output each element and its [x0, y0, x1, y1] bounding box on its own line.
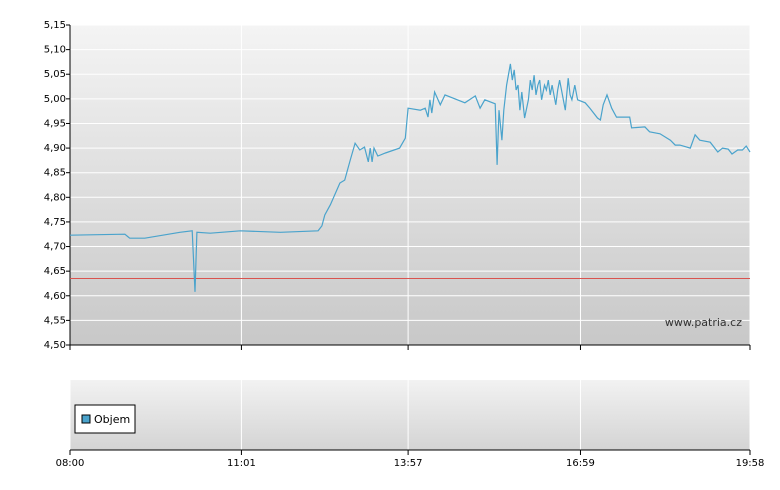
- y-tick-label: 5,15: [44, 20, 66, 31]
- y-tick-label: 4,75: [44, 217, 66, 228]
- watermark: www.patria.cz: [665, 316, 742, 329]
- x-tick-label: 11:01: [227, 458, 256, 469]
- y-tick-label: 4,55: [44, 315, 66, 326]
- y-tick-label: 5,05: [44, 69, 66, 80]
- y-tick-label: 4,80: [44, 192, 66, 203]
- y-tick-label: 4,50: [44, 340, 66, 351]
- volume-area: [70, 380, 750, 450]
- y-tick-label: 4,85: [44, 168, 66, 179]
- legend-label: Objem: [94, 413, 130, 426]
- y-tick-label: 4,70: [44, 242, 66, 253]
- x-tick-label: 13:57: [394, 458, 423, 469]
- y-tick-label: 5,00: [44, 94, 66, 105]
- x-tick-label: 08:00: [56, 458, 85, 469]
- x-tick-label: 19:58: [736, 458, 765, 469]
- y-tick-label: 5,10: [44, 45, 66, 56]
- price-line: [69, 63, 751, 292]
- legend-swatch: [81, 414, 91, 424]
- x-tick-label: 16:59: [566, 458, 595, 469]
- y-tick-label: 4,95: [44, 118, 66, 129]
- plot-area: [70, 25, 750, 345]
- y-tick-label: 4,65: [44, 266, 66, 277]
- y-tick-label: 4,90: [44, 143, 66, 154]
- y-tick-label: 4,60: [44, 291, 66, 302]
